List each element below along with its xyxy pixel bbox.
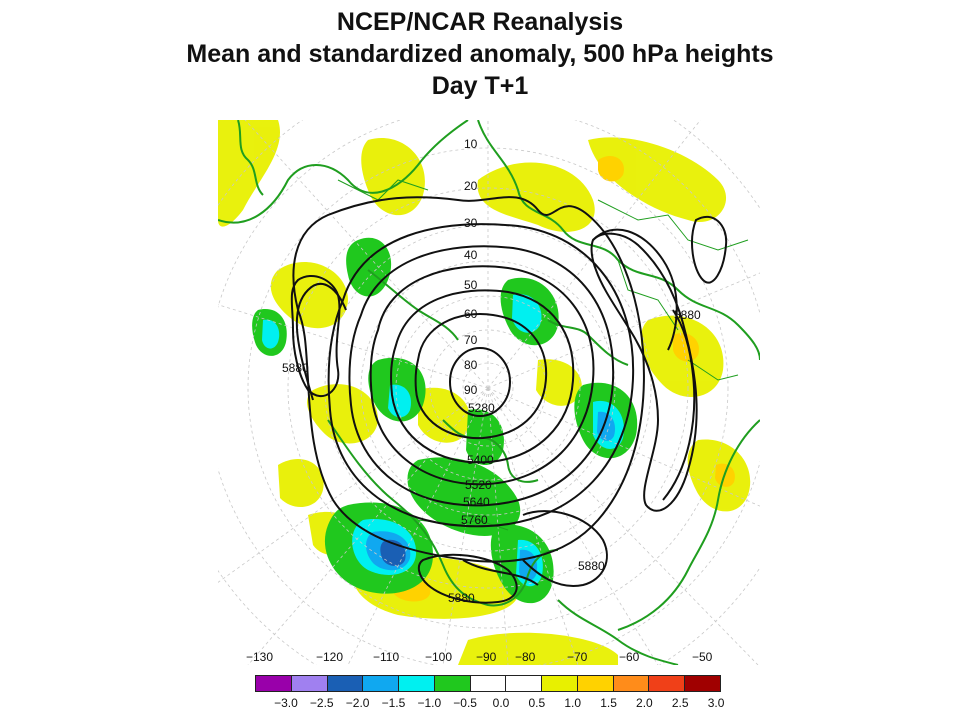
lon-label-70: −70 — [567, 650, 588, 664]
colorbar-tick-label: 0.0 — [492, 696, 510, 710]
colorbar-swatch — [542, 676, 578, 691]
lat-label-30: 30 — [464, 216, 478, 230]
contour-label-5760: 5760 — [461, 513, 488, 527]
colorbar-tick-label: 2.0 — [636, 696, 653, 710]
lat-label-90: 90 — [464, 383, 478, 397]
lon-label-100: −100 — [425, 650, 452, 664]
title-line-3: Day T+1 — [431, 72, 529, 100]
colorbar-swatch — [256, 676, 292, 691]
lon-label-60: −60 — [619, 650, 640, 664]
colorbar-swatch — [470, 676, 507, 691]
latitude-labels: 10 20 30 40 50 60 70 80 90 — [464, 137, 478, 397]
colorbar-swatch — [291, 676, 328, 691]
colorbar-tick-label: −1.0 — [417, 696, 442, 710]
contour-label-5640: 5640 — [463, 495, 490, 509]
colorbar-tick-label: −2.5 — [309, 696, 334, 710]
lat-label-20: 20 — [464, 179, 478, 193]
lat-label-50: 50 — [464, 278, 478, 292]
lon-label-50: −50 — [692, 650, 713, 664]
colorbar-tick-label: 2.5 — [671, 696, 689, 710]
lon-label-120: −120 — [316, 650, 343, 664]
colorbar-tick-label: −2.0 — [345, 696, 370, 710]
colorbar-swatch — [363, 676, 400, 691]
contour-label-5400: 5400 — [467, 453, 494, 467]
colorbar-swatch — [434, 676, 471, 691]
longitude-labels: −130 −120 −110 −100 −90 −80 −70 −60 −50 — [246, 650, 713, 664]
title-line-2: Mean and standardized anomaly, 500 hPa h… — [186, 40, 774, 68]
colorbar-tick-label: 0.5 — [528, 696, 546, 710]
contour-labels: 5880 5880 5880 5880 5280 5400 5520 5640 … — [282, 308, 701, 605]
lat-label-80: 80 — [464, 358, 478, 372]
contour-label-5520: 5520 — [465, 478, 492, 492]
colorbar-swatch — [613, 676, 650, 691]
lon-label-90: −90 — [476, 650, 497, 664]
title-line-1: NCEP/NCAR Reanalysis — [336, 8, 624, 36]
lon-label-80: −80 — [515, 650, 536, 664]
contour-label-5880-east: 5880 — [674, 308, 701, 322]
contour-label-5880-west: 5880 — [282, 361, 309, 375]
contour-label-5880-southeast: 5880 — [578, 559, 605, 573]
colorbar-tick-label: 3.0 — [707, 696, 725, 710]
lat-label-70: 70 — [464, 333, 478, 347]
polar-map: 10 20 30 40 50 60 70 80 90 5880 5880 588… — [218, 120, 760, 665]
colorbar-swatch — [506, 676, 543, 691]
colorbar-tick-label: −0.5 — [453, 696, 477, 710]
anomaly-colorbar — [255, 675, 721, 692]
lat-label-60: 60 — [464, 307, 478, 321]
colorbar-tick-label: 1.0 — [564, 696, 582, 710]
map-canvas: 10 20 30 40 50 60 70 80 90 5880 5880 588… — [218, 120, 760, 665]
colorbar-tick-label: 1.5 — [600, 696, 617, 710]
height-contours — [290, 196, 698, 604]
colorbar-swatch — [577, 676, 614, 691]
colorbar-swatch — [399, 676, 435, 691]
lon-label-110: −110 — [373, 650, 399, 664]
figure-title: NCEP/NCAR Reanalysis Mean and standardiz… — [0, 6, 960, 102]
lat-label-10: 10 — [464, 137, 478, 151]
colorbar-swatch — [685, 676, 720, 691]
colorbar-swatch — [649, 676, 686, 691]
contour-5880-east — [691, 215, 728, 284]
colorbar-tick-label: −1.5 — [381, 696, 406, 710]
anomaly-positive-shading — [218, 120, 751, 665]
contour-label-5280: 5280 — [468, 401, 495, 415]
lat-label-40: 40 — [464, 248, 478, 262]
lon-label-130: −130 — [246, 650, 273, 664]
colorbar-swatch — [327, 676, 364, 691]
colorbar-tick-labels: −3.0 −2.5 −2.0 −1.5 −1.0 −0.5 0.0 0.5 1.0 1.5 2.0 2… — [0, 696, 960, 712]
colorbar-tick-label: −3.0 — [274, 696, 298, 710]
contour-label-5880-south: 5880 — [448, 591, 475, 605]
